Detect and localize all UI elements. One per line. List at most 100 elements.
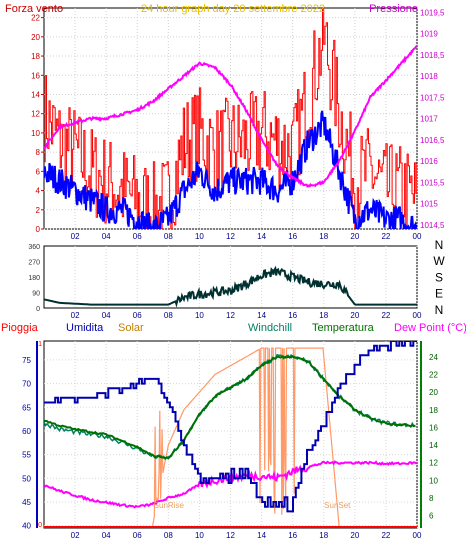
humidity-tick: 55 <box>22 451 31 460</box>
panel-1-left-title: Forza vento <box>5 3 63 15</box>
panel-1-right-tick: 1014,5 <box>420 221 445 230</box>
legend-entry: Umidita <box>66 322 104 334</box>
panel-2-compass-label: N <box>435 238 444 252</box>
panel-2-x-tick: 16 <box>288 311 297 320</box>
panel-3-x-tick: 08 <box>164 531 173 540</box>
panel-3-x-tick: 22 <box>381 531 390 540</box>
temperature-tick: 18 <box>429 406 438 415</box>
temperature-tick: 22 <box>429 371 438 380</box>
temperature-tick: 16 <box>429 423 438 432</box>
sunset-label: SunSet <box>324 501 351 510</box>
wind-average-line <box>44 110 417 229</box>
panel-1-left-tick: 12 <box>31 110 40 119</box>
panel-1-left-tick: 6 <box>36 167 41 176</box>
panel-2-x-tick: 04 <box>102 311 111 320</box>
panel-1-right-tick: 1019 <box>420 30 438 39</box>
panel-2-x-tick: 02 <box>71 311 80 320</box>
panel-3-x-tick: 02 <box>71 531 80 540</box>
panel-1-right-tick: 1018 <box>420 72 438 81</box>
panel-3-x-tick: 00 <box>413 531 422 540</box>
temperature-tick: 20 <box>429 388 438 397</box>
panel-1-x-tick: 10 <box>195 232 204 241</box>
panel-3-x-tick: 16 <box>288 531 297 540</box>
temperature-tick: 14 <box>429 441 438 450</box>
panel-2-x-tick: 08 <box>164 311 173 320</box>
panel-1-x-tick: 20 <box>350 232 359 241</box>
panel-1-right-tick: 1015 <box>420 200 438 209</box>
panel-3-x-tick: 04 <box>102 531 111 540</box>
panel-2-left-tick: 0 <box>36 306 40 313</box>
panel-1-x-tick: 18 <box>319 232 328 241</box>
pressure-line <box>44 45 417 188</box>
panel-1-x-tick: 04 <box>102 232 111 241</box>
solar-line <box>152 347 340 528</box>
panel-3-x-tick: 18 <box>319 531 328 540</box>
humidity-tick: 50 <box>22 474 31 483</box>
panel-2-left-tick: 90 <box>32 291 40 298</box>
panel-1-x-tick: 06 <box>133 232 142 241</box>
panel-1-left-tick: 4 <box>36 187 41 196</box>
legend-entry: Solar <box>118 322 144 334</box>
panel-1-right-tick: 1015,5 <box>420 178 445 187</box>
panel-2-x-tick: 00 <box>413 311 422 320</box>
panel-1-x-tick: 00 <box>413 232 422 241</box>
panel-2-x-tick: 12 <box>226 311 235 320</box>
panel-3-plot <box>44 341 417 528</box>
humidity-tick: 45 <box>22 498 31 507</box>
panel-2-compass-label: S <box>435 270 443 284</box>
panel-2-left-tick: 270 <box>28 260 40 267</box>
panel-1-right-tick: 1018,5 <box>420 51 445 60</box>
panel-1-x-tick: 12 <box>226 232 235 241</box>
panel-1-right-tick: 1019,5 <box>420 8 445 17</box>
panel-3-x-tick: 20 <box>350 531 359 540</box>
panel-3-x-tick: 10 <box>195 531 204 540</box>
temperature-tick: 24 <box>429 353 438 362</box>
panel-1-x-tick: 02 <box>71 232 80 241</box>
rain-tick: 0 <box>38 522 42 529</box>
panel-1-plot <box>44 8 417 229</box>
panel-1-right-title: Pressione <box>369 3 418 15</box>
humidity-tick: 70 <box>22 380 31 389</box>
panel-2-compass-label: E <box>435 287 443 301</box>
panel-1-x-tick: 22 <box>381 232 390 241</box>
humidity-line <box>44 341 417 513</box>
temperature-tick: 6 <box>429 512 434 521</box>
panel-2-left-tick: 180 <box>28 275 40 282</box>
panel-2-x-tick: 22 <box>381 311 390 320</box>
panel-1-left-tick: 20 <box>31 33 40 42</box>
legend-entry: Pioggia <box>1 322 39 334</box>
humidity-tick: 60 <box>22 427 31 436</box>
panel-3-x-tick: 12 <box>226 531 235 540</box>
panel-3-x-tick: 06 <box>133 531 142 540</box>
legend-entry: Windchill <box>248 322 292 334</box>
humidity-tick: 75 <box>22 356 31 365</box>
panel-2-x-tick: 14 <box>257 311 266 320</box>
panel-1-left-tick: 14 <box>31 90 40 99</box>
panel-1-right-tick: 1017,5 <box>420 93 445 102</box>
panel-2-plot <box>44 265 417 308</box>
legend-entry: Dew Point (°C) <box>394 322 466 334</box>
panel-1-title: 24 hour graph day 20 settembre 2022 <box>141 3 325 15</box>
panel-2-x-tick: 06 <box>133 311 142 320</box>
panel-1-right-tick: 1016,5 <box>420 136 445 145</box>
humidity-tick: 65 <box>22 403 31 412</box>
panel-2-left-tick: 360 <box>28 244 40 251</box>
panel-1-left-tick: 16 <box>31 71 40 80</box>
panel-1-left-tick: 22 <box>31 14 40 23</box>
panel-1-left-tick: 0 <box>36 225 41 234</box>
temperature-tick: 10 <box>429 476 438 485</box>
panel-2-compass-label: W <box>433 254 445 268</box>
panel-1-right-tick: 1016 <box>420 157 438 166</box>
panel-1-left-tick: 18 <box>31 52 40 61</box>
temperature-tick: 8 <box>429 494 434 503</box>
sunrise-label: SunRise <box>154 501 185 510</box>
panel-2-compass-label: N <box>435 303 444 317</box>
temperature-line <box>44 354 416 460</box>
temperature-tick: 12 <box>429 459 438 468</box>
panel-3-x-tick: 14 <box>257 531 266 540</box>
panel-2-x-tick: 18 <box>319 311 328 320</box>
legend-entry: Temperatura <box>312 322 375 334</box>
panel-1-left-tick: 2 <box>36 206 41 215</box>
